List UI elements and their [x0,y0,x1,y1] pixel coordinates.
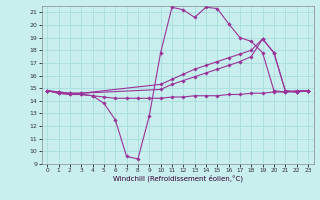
X-axis label: Windchill (Refroidissement éolien,°C): Windchill (Refroidissement éolien,°C) [113,175,243,182]
